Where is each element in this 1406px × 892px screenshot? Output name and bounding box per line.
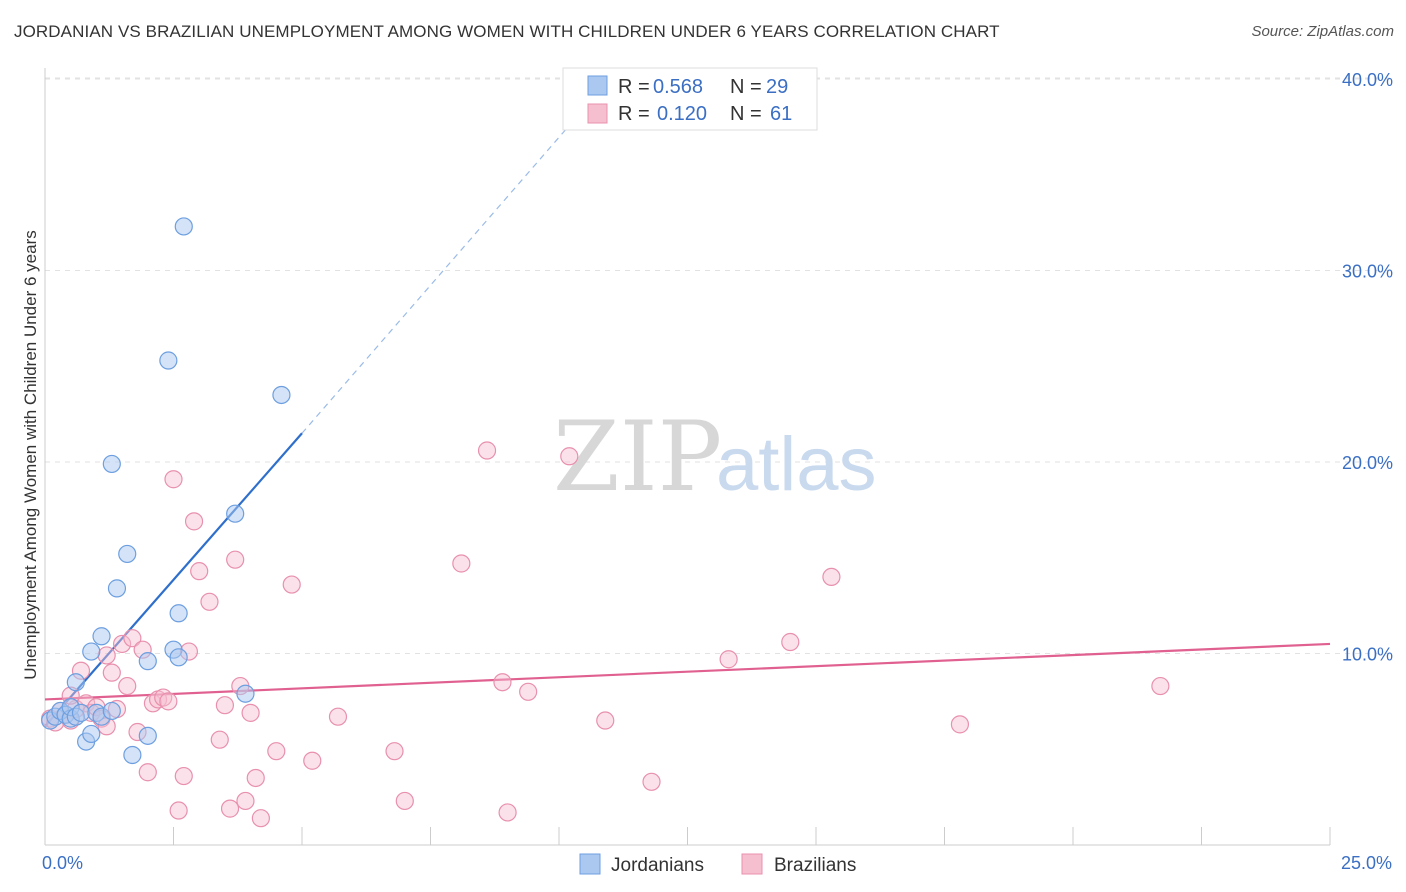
watermark-zip: ZIP bbox=[553, 401, 722, 513]
point-brazilians-55 bbox=[781, 632, 800, 652]
point-brazilians-25 bbox=[169, 801, 188, 820]
point-jordanians-20 bbox=[138, 652, 157, 671]
point-brazilians-52 bbox=[596, 711, 615, 730]
point-jordanians-27 bbox=[226, 504, 245, 523]
point-jordanians-19 bbox=[123, 745, 142, 765]
point-brazilians-29 bbox=[190, 562, 209, 581]
grid-lines bbox=[45, 77, 1390, 654]
legend-r-value-1: 0.568 bbox=[653, 76, 703, 98]
point-jordanians-14 bbox=[82, 642, 101, 661]
legend-box: R = 0.568 N = 29 R = 0.120 N = 61 bbox=[562, 67, 818, 131]
y-tick-labels: 10.0% 20.0% 30.0% 40.0% bbox=[1342, 70, 1393, 665]
legend-swatch-jordanians bbox=[587, 75, 608, 96]
point-brazilians-53 bbox=[642, 772, 661, 791]
legend-r-label-2: R = bbox=[618, 103, 650, 125]
point-brazilians-57 bbox=[950, 715, 970, 734]
point-brazilians-58 bbox=[1151, 676, 1170, 696]
legend-r-value-2: 0.120 bbox=[657, 103, 707, 125]
point-brazilians-12 bbox=[102, 663, 121, 682]
point-brazilians-39 bbox=[251, 809, 270, 828]
point-brazilians-49 bbox=[498, 803, 517, 822]
y-tick-label-10: 10.0% bbox=[1342, 645, 1393, 665]
legend-n-label-1: N = bbox=[730, 76, 762, 98]
point-brazilians-46 bbox=[452, 554, 471, 573]
point-jordanians-29 bbox=[236, 684, 255, 703]
point-brazilians-56 bbox=[822, 567, 841, 587]
point-brazilians-51 bbox=[560, 447, 579, 466]
legend-n-value-1: 29 bbox=[766, 76, 788, 98]
bottom-legend-swatch-jordanians bbox=[579, 853, 601, 875]
point-jordanians-25 bbox=[174, 217, 193, 236]
legend-swatch-brazilians bbox=[587, 103, 608, 124]
point-brazilians-44 bbox=[385, 742, 404, 761]
watermark: ZIP atlas bbox=[553, 401, 877, 513]
point-brazilians-32 bbox=[215, 696, 234, 715]
y-tick-label-20: 20.0% bbox=[1342, 453, 1393, 473]
point-brazilians-41 bbox=[282, 575, 301, 594]
y-axis-title: Unemployment Among Women with Children U… bbox=[21, 230, 40, 679]
point-jordanians-18 bbox=[102, 454, 121, 474]
point-jordanians-17 bbox=[118, 544, 137, 564]
trend-lines bbox=[44, 107, 1331, 727]
point-jordanians-23 bbox=[169, 648, 188, 667]
series-jordanians bbox=[41, 217, 291, 765]
point-brazilians-34 bbox=[226, 550, 245, 569]
point-brazilians-33 bbox=[220, 799, 240, 818]
point-brazilians-11 bbox=[97, 646, 116, 665]
point-brazilians-28 bbox=[184, 512, 204, 531]
y-tick-label-40: 40.0% bbox=[1342, 70, 1393, 90]
x-tick-label-min: 0.0% bbox=[42, 853, 83, 873]
bottom-legend-swatch-brazilians bbox=[741, 853, 763, 875]
point-brazilians-47 bbox=[477, 441, 497, 460]
point-jordanians-26 bbox=[159, 351, 178, 370]
point-brazilians-31 bbox=[210, 730, 229, 749]
point-jordanians-13 bbox=[66, 673, 85, 692]
legend-n-value-2: 61 bbox=[770, 103, 792, 125]
point-brazilians-36 bbox=[236, 791, 255, 811]
point-brazilians-30 bbox=[200, 592, 219, 611]
watermark-atlas: atlas bbox=[716, 422, 877, 507]
point-brazilians-24 bbox=[164, 470, 183, 489]
point-jordanians-24 bbox=[169, 604, 188, 623]
chart-title: JORDANIAN VS BRAZILIAN UNEMPLOYMENT AMON… bbox=[14, 22, 1000, 41]
point-jordanians-16 bbox=[107, 579, 127, 598]
point-brazilians-23 bbox=[159, 692, 178, 711]
source-label: Source: ZipAtlas.com bbox=[1251, 23, 1394, 40]
bottom-legend-label-jordanians: Jordanians bbox=[611, 855, 704, 876]
point-brazilians-19 bbox=[138, 763, 157, 782]
point-brazilians-15 bbox=[118, 676, 137, 696]
point-brazilians-43 bbox=[328, 707, 348, 726]
point-jordanians-21 bbox=[138, 726, 157, 745]
point-brazilians-54 bbox=[719, 650, 738, 669]
point-jordanians-12 bbox=[102, 701, 121, 721]
point-brazilians-38 bbox=[246, 768, 265, 788]
point-jordanians-28 bbox=[272, 385, 291, 405]
point-brazilians-40 bbox=[267, 742, 286, 761]
legend-r-label-1: R = bbox=[618, 76, 650, 98]
y-tick-label-30: 30.0% bbox=[1342, 262, 1393, 282]
point-brazilians-48 bbox=[493, 673, 512, 692]
point-brazilians-50 bbox=[519, 682, 538, 701]
bottom-legend: Jordanians Brazilians bbox=[579, 853, 856, 876]
trend-line-jordanians-extension bbox=[301, 107, 586, 434]
bottom-legend-label-brazilians: Brazilians bbox=[774, 855, 856, 876]
point-jordanians-15 bbox=[92, 627, 111, 646]
point-brazilians-14 bbox=[112, 634, 132, 654]
point-brazilians-37 bbox=[241, 703, 260, 722]
trend-line-jordanians bbox=[44, 432, 303, 727]
point-brazilians-26 bbox=[174, 766, 193, 786]
point-brazilians-45 bbox=[395, 791, 414, 811]
trend-line-brazilians bbox=[44, 642, 1331, 701]
point-jordanians-9 bbox=[82, 724, 101, 744]
legend-n-label-2: N = bbox=[730, 103, 762, 125]
point-jordanians-7 bbox=[71, 703, 91, 722]
point-brazilians-42 bbox=[303, 751, 322, 770]
point-brazilians-16 bbox=[123, 629, 142, 648]
x-tick-label-max: 25.0% bbox=[1341, 853, 1392, 873]
